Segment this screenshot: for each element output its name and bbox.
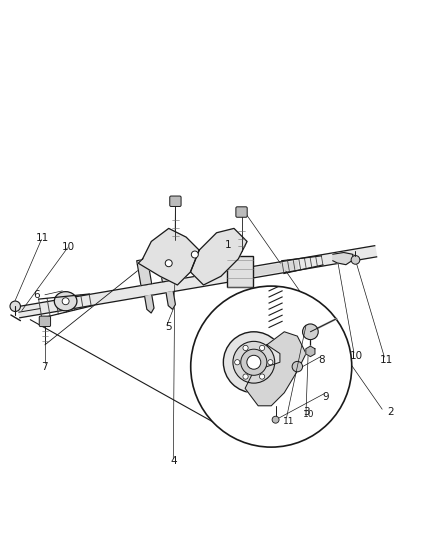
Polygon shape	[333, 253, 354, 265]
FancyBboxPatch shape	[236, 207, 247, 217]
Circle shape	[243, 345, 248, 351]
Circle shape	[259, 345, 265, 351]
Text: 2: 2	[388, 407, 394, 417]
Circle shape	[191, 251, 198, 258]
Polygon shape	[251, 261, 297, 276]
FancyBboxPatch shape	[170, 196, 181, 206]
Circle shape	[223, 332, 284, 393]
Polygon shape	[18, 246, 377, 318]
FancyBboxPatch shape	[227, 256, 253, 287]
Ellipse shape	[54, 292, 77, 311]
Circle shape	[191, 286, 352, 447]
Text: 10: 10	[62, 242, 75, 252]
Text: 10: 10	[350, 351, 363, 361]
Circle shape	[268, 360, 273, 365]
Polygon shape	[145, 295, 154, 313]
Circle shape	[272, 416, 279, 423]
Circle shape	[165, 260, 172, 266]
Text: 11: 11	[36, 233, 49, 243]
Circle shape	[10, 301, 21, 311]
FancyBboxPatch shape	[39, 316, 50, 327]
Text: 11: 11	[380, 355, 393, 365]
Circle shape	[247, 356, 261, 369]
Circle shape	[233, 341, 275, 383]
Text: 4: 4	[170, 456, 177, 466]
Polygon shape	[245, 332, 306, 406]
Text: 7: 7	[42, 361, 48, 372]
Circle shape	[259, 374, 265, 379]
Circle shape	[235, 360, 240, 365]
Ellipse shape	[62, 298, 69, 305]
Polygon shape	[158, 255, 173, 282]
Polygon shape	[306, 346, 315, 357]
Text: 8: 8	[318, 355, 325, 365]
Circle shape	[303, 324, 318, 340]
Circle shape	[243, 374, 248, 379]
Text: 3: 3	[303, 407, 309, 417]
Text: 11: 11	[283, 416, 294, 425]
Circle shape	[351, 255, 360, 264]
Text: 9: 9	[322, 392, 329, 402]
Polygon shape	[166, 292, 175, 309]
Polygon shape	[138, 229, 199, 285]
Polygon shape	[137, 259, 152, 286]
Text: 6: 6	[33, 290, 39, 300]
Text: 10: 10	[303, 410, 314, 419]
Polygon shape	[191, 229, 247, 285]
Text: 5: 5	[166, 322, 172, 333]
Circle shape	[292, 361, 303, 372]
Text: 1: 1	[224, 240, 231, 250]
Circle shape	[241, 349, 267, 375]
